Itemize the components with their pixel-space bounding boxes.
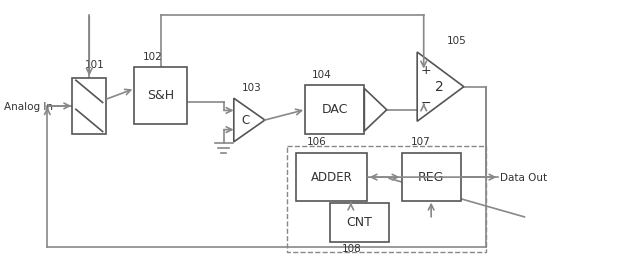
Text: DAC: DAC: [321, 103, 348, 116]
Bar: [287, 146, 485, 252]
Text: 103: 103: [242, 83, 262, 93]
Text: 2: 2: [435, 80, 444, 94]
Bar: [72, 78, 107, 134]
Bar: [330, 203, 389, 242]
Text: C: C: [242, 114, 250, 126]
Bar: [135, 67, 187, 124]
Text: REG: REG: [418, 171, 444, 184]
Text: 107: 107: [411, 137, 430, 147]
Bar: [402, 153, 460, 201]
Text: S&H: S&H: [147, 89, 174, 102]
Text: −: −: [421, 97, 431, 110]
Text: 106: 106: [307, 137, 326, 147]
Text: ADDER: ADDER: [311, 171, 353, 184]
Polygon shape: [417, 52, 464, 121]
Text: +: +: [421, 63, 431, 77]
Polygon shape: [234, 98, 265, 142]
Text: 101: 101: [85, 60, 105, 70]
Text: 105: 105: [447, 36, 467, 46]
Text: Data Out: Data Out: [500, 173, 548, 183]
Text: 108: 108: [341, 244, 361, 254]
Bar: [296, 153, 368, 201]
Text: CNT: CNT: [347, 216, 373, 229]
Polygon shape: [364, 88, 387, 131]
Text: 104: 104: [312, 70, 331, 80]
Text: Analog In: Analog In: [4, 102, 53, 112]
Text: 102: 102: [143, 52, 162, 62]
Bar: [305, 85, 364, 134]
